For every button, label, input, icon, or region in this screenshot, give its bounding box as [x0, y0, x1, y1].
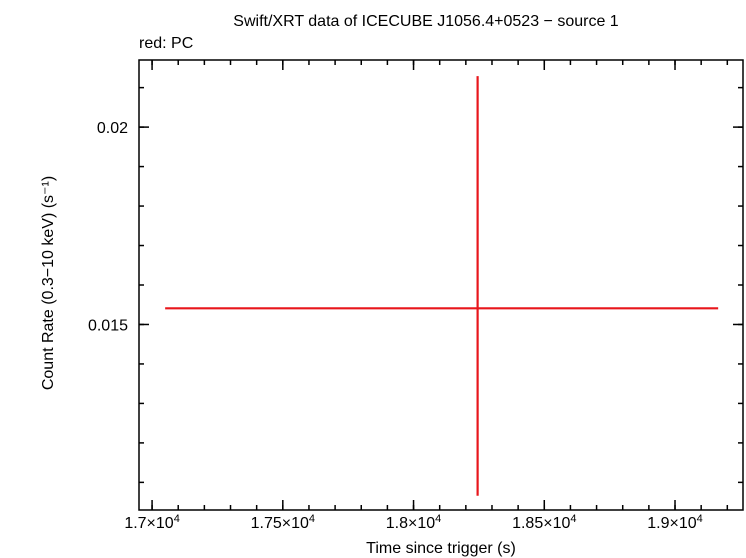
- y-tick-label: 0.015: [88, 317, 128, 334]
- chart-subtitle: red: PC: [139, 35, 193, 52]
- x-tick-label: 1.9×104: [647, 513, 703, 532]
- data-series: [165, 76, 719, 496]
- y-tick-labels: 0.015 0.02: [88, 120, 128, 334]
- x-axis-ticks: [151, 60, 729, 510]
- x-tick-label: 1.75×104: [251, 513, 315, 532]
- y-axis-ticks: [139, 86, 743, 484]
- x-tick-label: 1.8×104: [386, 513, 442, 532]
- x-tick-label: 1.85×104: [512, 513, 576, 532]
- x-axis-label: Time since trigger (s): [366, 540, 516, 557]
- y-axis-label: Count Rate (0.3−10 keV) (s⁻¹): [40, 176, 57, 390]
- x-tick-label: 1.7×104: [124, 513, 180, 532]
- plot-frame: [138, 59, 744, 511]
- x-tick-labels: 1.7×104 1.75×104 1.8×104 1.85×104 1.9×104: [124, 513, 702, 532]
- y-tick-label: 0.02: [97, 120, 128, 137]
- chart-title: Swift/XRT data of ICECUBE J1056.4+0523 −…: [233, 13, 619, 30]
